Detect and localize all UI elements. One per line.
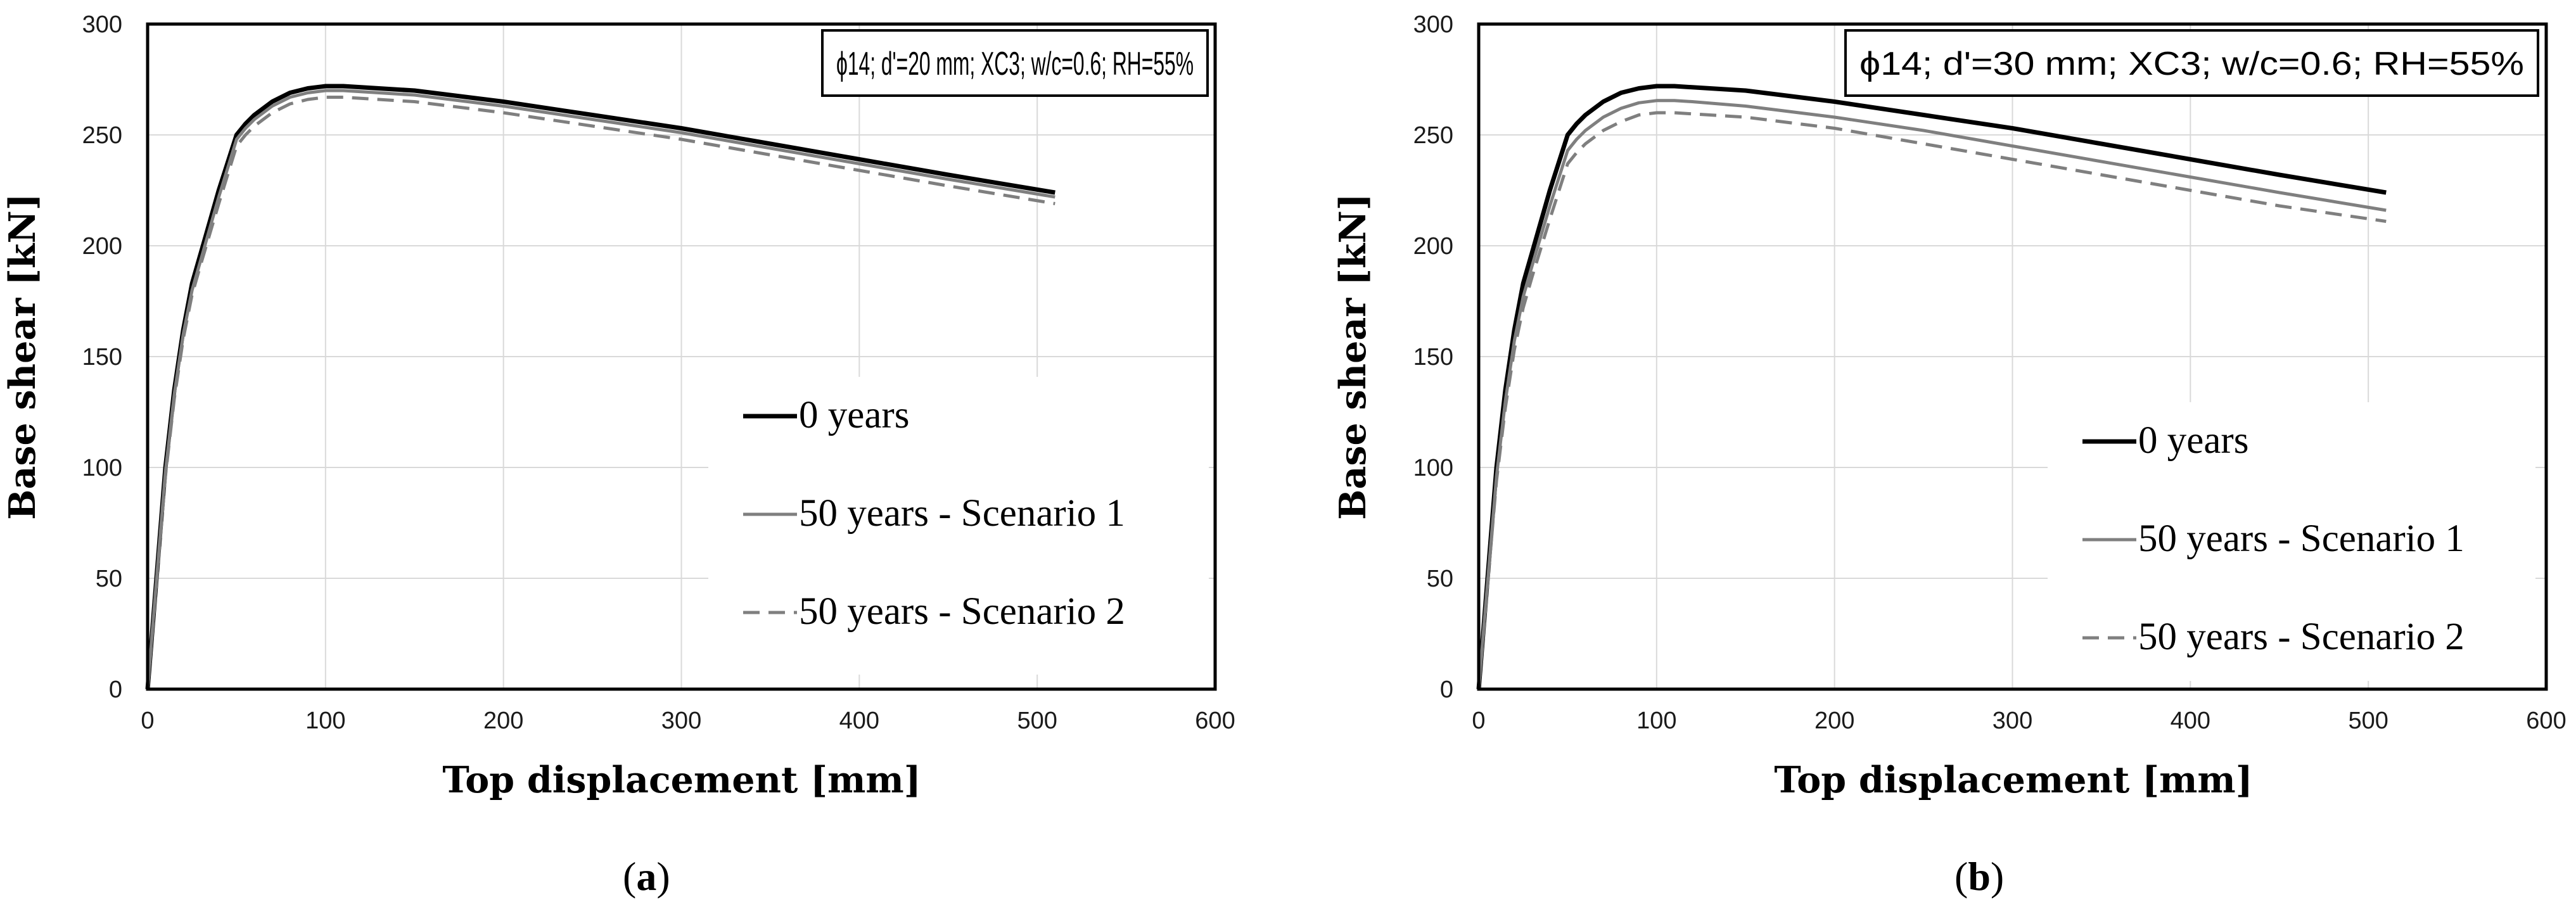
legend-background (2048, 402, 2535, 681)
panel-label-letter: b (1968, 854, 1991, 899)
x-tick-label: 600 (1195, 708, 1235, 734)
series-group (1476, 84, 2387, 690)
x-tick-label: 500 (1017, 708, 1057, 734)
y-tick-label: 150 (82, 344, 122, 371)
y-tick-label: 100 (1413, 455, 1453, 481)
y-tick-label: 300 (82, 11, 122, 38)
y-tick-label: 0 (1440, 676, 1453, 703)
legend-label: 0 years (799, 394, 909, 436)
chart-panel-b: 0 100 200 300 400 500 600 0 50 100 150 200 250 300 0 y… (1332, 11, 2566, 899)
series-line-50-years-scenario-2 (146, 96, 1055, 690)
x-tick-label: 300 (1993, 708, 2032, 734)
chart-panel-a: 0 100 200 300 400 500 600 0 50 100 150 200 250 300 0 y… (1, 11, 1235, 899)
legend-label: 50 years - Scenario 2 (2138, 616, 2464, 658)
legend-label: 0 years (2138, 419, 2248, 462)
y-tick-label: 300 (1413, 11, 1453, 38)
panel-label: (b) (1954, 854, 2004, 899)
y-tick-label: 150 (1413, 344, 1453, 371)
legend-label: 50 years - Scenario 2 (799, 590, 1125, 633)
x-tick-label: 0 (1472, 708, 1485, 734)
annotation-box (1844, 29, 2539, 97)
annotation-text: ϕ14; d'=20 mm; XC3; w/c=0.6; RH=55% (836, 46, 1194, 82)
y-tick-label: 0 (109, 676, 122, 703)
x-axis-title: Top displacement [mm] (1774, 759, 2252, 801)
plot-area-frame (1477, 22, 2548, 691)
legend-label: 50 years - Scenario 1 (799, 492, 1125, 535)
y-tick-label: 250 (82, 122, 122, 149)
x-tick-label: 0 (141, 708, 154, 734)
series-line-0-years (1476, 84, 2387, 690)
x-tick-label: 600 (2526, 708, 2566, 734)
x-tick-label: 500 (2348, 708, 2388, 734)
x-tick-label: 400 (2171, 708, 2210, 734)
y-tick-label: 200 (1413, 233, 1453, 260)
plot-area-frame (146, 22, 1217, 691)
annotation-text: ϕ14; d'=30 mm; XC3; w/c=0.6; RH=55% (1859, 46, 2524, 82)
y-tick-label: 250 (1413, 122, 1453, 149)
x-tick-label: 200 (483, 708, 523, 734)
series-group (145, 84, 1055, 690)
y-axis-title: Base shear [kN] (1, 193, 44, 519)
legend: 0 years 50 years - Scenario 1 50 years - S… (708, 377, 1209, 675)
y-axis-title: Base shear [kN] (1332, 193, 1374, 519)
y-tick-label: 50 (96, 566, 122, 592)
y-tick-label: 200 (82, 233, 122, 260)
y-tick-label: 100 (82, 455, 122, 481)
x-tick-label: 100 (305, 708, 345, 734)
panel-label-letter: a (636, 854, 656, 899)
legend: 0 years 50 years - Scenario 1 50 years - S… (2048, 402, 2535, 681)
series-line-50-years-scenario-1 (1477, 99, 2387, 690)
series-line-50-years-scenario-2 (1477, 111, 2387, 690)
x-tick-label: 400 (839, 708, 879, 734)
y-tick-label: 50 (1427, 566, 1453, 592)
legend-background (708, 377, 1209, 675)
annotation-box (821, 29, 1209, 97)
x-tick-label: 200 (1814, 708, 1854, 734)
x-tick-label: 100 (1636, 708, 1676, 734)
x-axis-title: Top displacement [mm] (442, 759, 921, 801)
panel-label: (a) (623, 854, 670, 899)
legend-label: 50 years - Scenario 1 (2138, 517, 2464, 560)
x-tick-label: 300 (661, 708, 701, 734)
